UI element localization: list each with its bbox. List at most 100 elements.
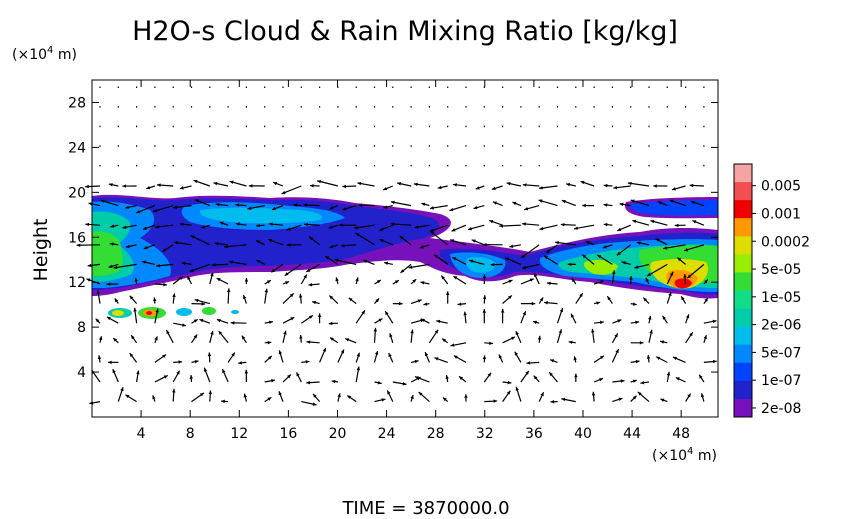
wind-vector-head [100, 199, 105, 203]
wind-vector-head [305, 360, 310, 364]
wind-vector-head [559, 308, 564, 313]
wind-vector-head [619, 202, 624, 207]
y-tick-label: 4 [77, 365, 86, 381]
wind-vector-head [712, 319, 717, 324]
wind-vector-head [329, 337, 334, 341]
wind-vector-head [566, 182, 571, 187]
wind-vector-head [306, 380, 310, 385]
wind-vector-head [201, 225, 206, 229]
wind-vector-head [704, 297, 708, 302]
wind-vector-head [389, 333, 393, 338]
wind-vector-head [632, 302, 637, 306]
wind-vector-head [303, 203, 308, 207]
wind-vector-head [122, 184, 127, 188]
wind-vector-head [218, 331, 223, 335]
chart-title: H2O-s Cloud & Rain Mixing Ratio [kg/kg] [132, 16, 678, 47]
wind-vector-head [573, 356, 577, 361]
wind-vector-head [230, 321, 235, 325]
wind-vector-head [675, 377, 680, 381]
wind-vector-head [397, 182, 402, 186]
wind-vector-head [459, 376, 463, 381]
wind-vector-head [289, 293, 294, 298]
wind-vector-head [88, 202, 93, 206]
wind-vector-head [546, 281, 551, 286]
wind-vector-head [156, 263, 161, 268]
x-ticks: 4 8 12 16 20 24 28 32 36 40 44 48 [137, 80, 690, 442]
wind-vector-head [561, 397, 566, 402]
wind-vector-head [614, 333, 618, 338]
wind-vector-head [179, 186, 184, 190]
wind-vector-head [85, 184, 89, 189]
wind-vector-head [531, 301, 536, 306]
wind-vector-head [229, 180, 234, 184]
wind-vector-head [268, 222, 273, 226]
wind-vector-head [506, 390, 511, 395]
wind-vector-head [434, 329, 439, 334]
wind-vector-head [635, 359, 640, 364]
colorbar-swatch [734, 380, 752, 400]
wind-vector-head [131, 335, 135, 340]
y-tick-label: 20 [68, 185, 86, 201]
wind-vector-head [342, 207, 347, 211]
wind-vector-head [163, 282, 168, 287]
y-ticks: 4 8 12 16 20 24 28 [68, 95, 718, 381]
wind-vector-head [582, 254, 587, 259]
wind-vector-head [85, 222, 90, 227]
wind-vector-head [668, 292, 672, 297]
wind-vector-head [453, 355, 458, 359]
wind-vector-head [452, 257, 457, 261]
wind-vector-head [413, 182, 418, 187]
wind-vector-head [499, 224, 503, 228]
wind-vector-head [615, 349, 619, 354]
wind-vector-head [648, 315, 652, 320]
x-tick-label: 8 [186, 426, 195, 442]
wind-vector-head [653, 184, 657, 188]
wind-vector [499, 224, 521, 227]
wind-vector-head [129, 353, 134, 358]
wind-vector-head [434, 254, 439, 259]
wind-vector-head [629, 275, 633, 280]
wind-vector-head [490, 262, 495, 267]
wind-vector-head [243, 393, 247, 398]
wind-vector-head [600, 320, 604, 325]
y-tick-label: 24 [68, 140, 86, 156]
wind-vector-head [356, 352, 360, 357]
wind-vector-head [621, 261, 626, 265]
wind-vector-head [133, 307, 137, 312]
wind-vector-head [383, 205, 388, 209]
wind-vector-head [385, 311, 389, 316]
wind-vector-head [482, 355, 487, 360]
wind-vector-head [162, 248, 167, 252]
wind-vector-head [469, 259, 474, 263]
wind-vector-head [215, 202, 220, 207]
wind-vector-head [357, 181, 362, 186]
wind-vector-head [672, 356, 677, 361]
wind-vector-head [136, 370, 140, 375]
wind-vector-head [689, 332, 693, 337]
y-tick-label: 16 [68, 230, 86, 246]
wind-vector-head [108, 183, 113, 187]
wind-vector-head [313, 393, 317, 398]
wind-vector-head [136, 209, 141, 214]
wind-vector-head [671, 187, 676, 191]
wind-vector-head [617, 227, 622, 231]
wind-vector-head [699, 374, 703, 379]
wind-vector-head [303, 274, 307, 279]
wind-vector-head [463, 311, 467, 316]
wind-vector-head [402, 382, 407, 386]
wind-vector-head [376, 280, 381, 284]
wind-vector-head [199, 319, 204, 323]
wind-vector-head [544, 255, 549, 260]
colorbar-swatch [734, 254, 752, 273]
wind-vector-head [286, 243, 291, 247]
wind-vector-head [666, 371, 671, 376]
wind-vector-head [492, 201, 497, 205]
wind-vector-head [113, 265, 118, 270]
wind-vector-head [599, 280, 604, 284]
wind-vector-head [689, 183, 694, 188]
wind-vector-head [660, 340, 665, 344]
wind-vector-head [129, 295, 134, 300]
wind-vector-head [208, 390, 213, 395]
wind-vector-head [278, 350, 283, 355]
wind-vector-head [256, 259, 261, 264]
